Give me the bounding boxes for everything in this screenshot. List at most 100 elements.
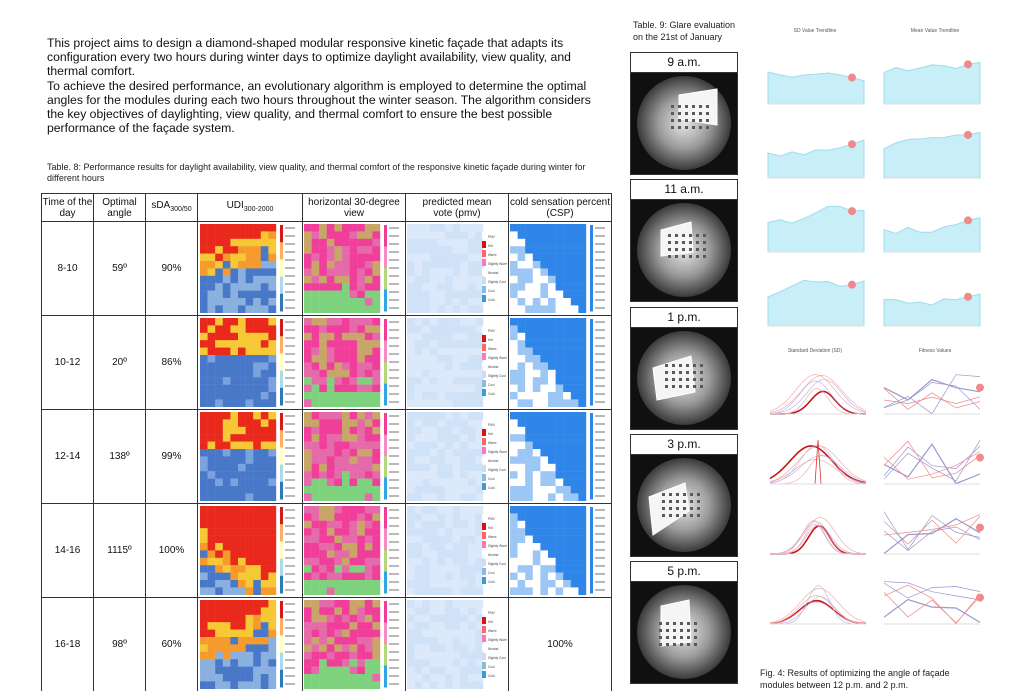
udi-heatmap [200, 318, 295, 407]
heatmap-cell [268, 392, 277, 400]
heatmap-cell [319, 600, 327, 608]
heatmap-cell [414, 520, 423, 529]
heatmap-cell [222, 318, 231, 326]
heatmap-cell [349, 486, 358, 494]
heatmap-cell [429, 298, 438, 306]
heatmap-cell [460, 557, 468, 566]
highlight-point [976, 383, 984, 392]
heatmap-cell [200, 493, 208, 501]
heatmap-cell [452, 580, 461, 588]
pmv-legend-label: Slightly Warm [488, 262, 507, 266]
pmv-legend-label: Neutral [488, 365, 499, 369]
heatmap-cell [452, 535, 461, 544]
heatmap-cell [532, 377, 541, 385]
heatmap-cell [422, 600, 430, 608]
heatmap-cell [467, 268, 476, 276]
heatmap-cell [342, 399, 350, 407]
heatmap-cell [563, 305, 571, 313]
fitness-line [883, 584, 981, 625]
highlight-point [976, 453, 984, 462]
heatmap-cell [510, 456, 518, 464]
heatmap-cell [548, 520, 556, 529]
heatmap-cell [268, 520, 277, 529]
heatmap-cell [357, 441, 365, 450]
heatmap-cell [230, 587, 239, 595]
heatmap-cell [200, 629, 208, 638]
heatmap-cell [334, 253, 343, 262]
heatmap-cell [342, 283, 350, 291]
heatmap-cell [207, 666, 216, 675]
heatmap-cell [372, 614, 381, 623]
heatmap-cell [445, 377, 453, 385]
heatmap-cell [563, 377, 571, 385]
heatmap-cell [525, 325, 533, 333]
heatmap-cell [342, 565, 350, 573]
heatmap-cell [304, 543, 312, 551]
heatmap-cell [429, 392, 438, 400]
heatmap-cell [357, 332, 365, 341]
heatmap-cell [230, 471, 239, 479]
heatmap-cell [540, 283, 549, 291]
heatmap-cell [245, 629, 254, 638]
pmv-legend-label: Hot [488, 526, 493, 530]
view-heatmap [304, 224, 399, 313]
heatmap-cell [334, 283, 343, 291]
heatmap-cell [532, 384, 541, 393]
heatmap-cell [207, 340, 216, 348]
pmv-legend-label: Cool [488, 477, 495, 481]
heatmap-cell [578, 325, 587, 333]
heatmap-cell [230, 557, 239, 566]
distribution-curve [769, 458, 867, 484]
heatmap-cell [510, 412, 518, 420]
heatmap-cell [268, 572, 277, 581]
heatmap-cell [334, 347, 343, 356]
pmv-legend-label: Slightly Warm [488, 544, 507, 548]
heatmap-cell [445, 528, 453, 536]
heatmap-cell [215, 369, 223, 378]
module-shadow [692, 119, 695, 122]
heatmap-cell [207, 493, 216, 501]
heatmap-cell [422, 513, 430, 521]
heatmap-cell [215, 478, 223, 487]
heatmap-cell [372, 600, 381, 608]
heatmap-cell [475, 392, 484, 400]
heatmap-cell [364, 580, 373, 588]
heatmap-cell [260, 471, 269, 479]
pmv-legend-label: Cold [488, 486, 495, 490]
heatmap-cell [304, 600, 312, 608]
heatmap-cell [253, 283, 261, 291]
heatmap-cell [349, 283, 358, 291]
heatmap-cell [357, 681, 365, 689]
colorbar-segment [280, 575, 283, 594]
heatmap-cell [238, 419, 246, 427]
heatmap-cell [540, 520, 549, 529]
heatmap-cell [253, 637, 261, 645]
heatmap-cell [357, 347, 365, 356]
heatmap-cell [407, 318, 415, 326]
module-shadow [671, 105, 674, 108]
heatmap-cell [525, 434, 533, 442]
heatmap-cell [510, 246, 518, 254]
heatmap-cell [532, 493, 541, 501]
heatmap-cell [207, 283, 216, 291]
heatmap-cell [222, 644, 231, 652]
heatmap-cell [200, 347, 208, 356]
heatmap-cell [475, 224, 484, 232]
heatmap-cell [510, 426, 518, 435]
heatmap-cell [578, 513, 587, 521]
heatmap-cell [467, 557, 476, 566]
heatmap-cell [445, 587, 453, 595]
distribution-curve [770, 454, 867, 485]
heatmap-cell [563, 441, 571, 450]
heatmap-cell [334, 478, 343, 487]
heatmap-cell [445, 261, 453, 269]
heatmap-cell [364, 478, 373, 487]
heatmap-cell [578, 384, 587, 393]
heatmap-cell [230, 434, 239, 442]
heatmap-cell [372, 572, 381, 581]
udi-heatmap [200, 506, 295, 595]
heatmap-cell [342, 580, 350, 588]
module-shadow [662, 493, 665, 496]
heatmap-cell [222, 290, 231, 299]
heatmap-cell [222, 332, 231, 341]
